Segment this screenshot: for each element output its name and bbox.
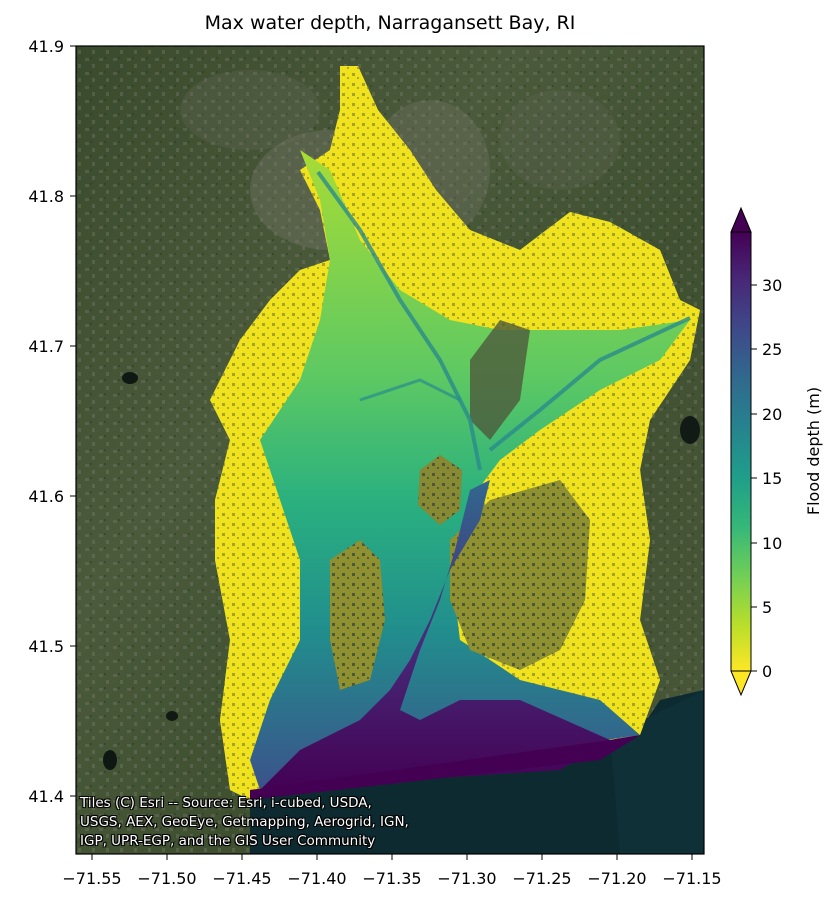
x-tick-label: −71.45 xyxy=(212,869,271,888)
colorbar-tick-label: 10 xyxy=(762,534,782,553)
colorbar-tick-label: 25 xyxy=(762,340,782,359)
y-tick-label: 41.5 xyxy=(28,637,64,656)
colorbar-max-extend xyxy=(730,206,752,233)
colorbar-tick-label: 30 xyxy=(762,276,782,295)
x-tick-label: −71.30 xyxy=(437,869,496,888)
x-tick-label: −71.50 xyxy=(137,869,196,888)
colorbar-gradient xyxy=(731,232,751,671)
x-tick-label: −71.25 xyxy=(512,869,571,888)
y-tick-label: 41.7 xyxy=(28,337,64,356)
y-tick-label: 41.6 xyxy=(28,487,64,506)
x-tick-label: −71.20 xyxy=(587,869,646,888)
attribution-line: USGS, AEX, GeoEye, Getmapping, Aerogrid,… xyxy=(80,814,409,830)
x-tick-label: −71.40 xyxy=(287,869,346,888)
map-frame xyxy=(75,45,705,855)
flood-depth-overlay xyxy=(210,66,700,800)
attribution-line: Tiles (C) Esri -- Source: Esri, i-cubed,… xyxy=(80,795,372,811)
colorbar-min-extend xyxy=(730,670,752,697)
x-tick-label: −71.55 xyxy=(62,869,121,888)
map-title: Max water depth, Narragansett Bay, RI xyxy=(204,12,576,34)
map-attribution: Tiles (C) Esri -- Source: Esri, i-cubed,… xyxy=(80,794,510,851)
attribution-line: IGP, UPR-EGP, and the GIS User Community xyxy=(80,833,376,849)
colorbar-tick-label: 0 xyxy=(762,662,772,681)
colorbar: 0 5 10 15 20 25 30 Flood depth (m) xyxy=(730,206,823,697)
y-tick-label: 41.8 xyxy=(28,187,64,206)
colorbar-tick-label: 5 xyxy=(762,598,772,617)
colorbar-tick-label: 15 xyxy=(762,469,782,488)
x-tick-label: −71.15 xyxy=(662,869,721,888)
y-tick-label: 41.4 xyxy=(28,787,64,806)
colorbar-label: Flood depth (m) xyxy=(804,387,823,515)
colorbar-tick-label: 20 xyxy=(762,405,782,424)
y-tick-label: 41.9 xyxy=(28,37,64,56)
x-tick-label: −71.35 xyxy=(362,869,421,888)
y-axis: 41.9 41.8 41.7 41.6 41.5 41.4 xyxy=(28,37,76,806)
x-axis: −71.55 −71.50 −71.45 −71.40 −71.35 −71.3… xyxy=(62,854,722,888)
